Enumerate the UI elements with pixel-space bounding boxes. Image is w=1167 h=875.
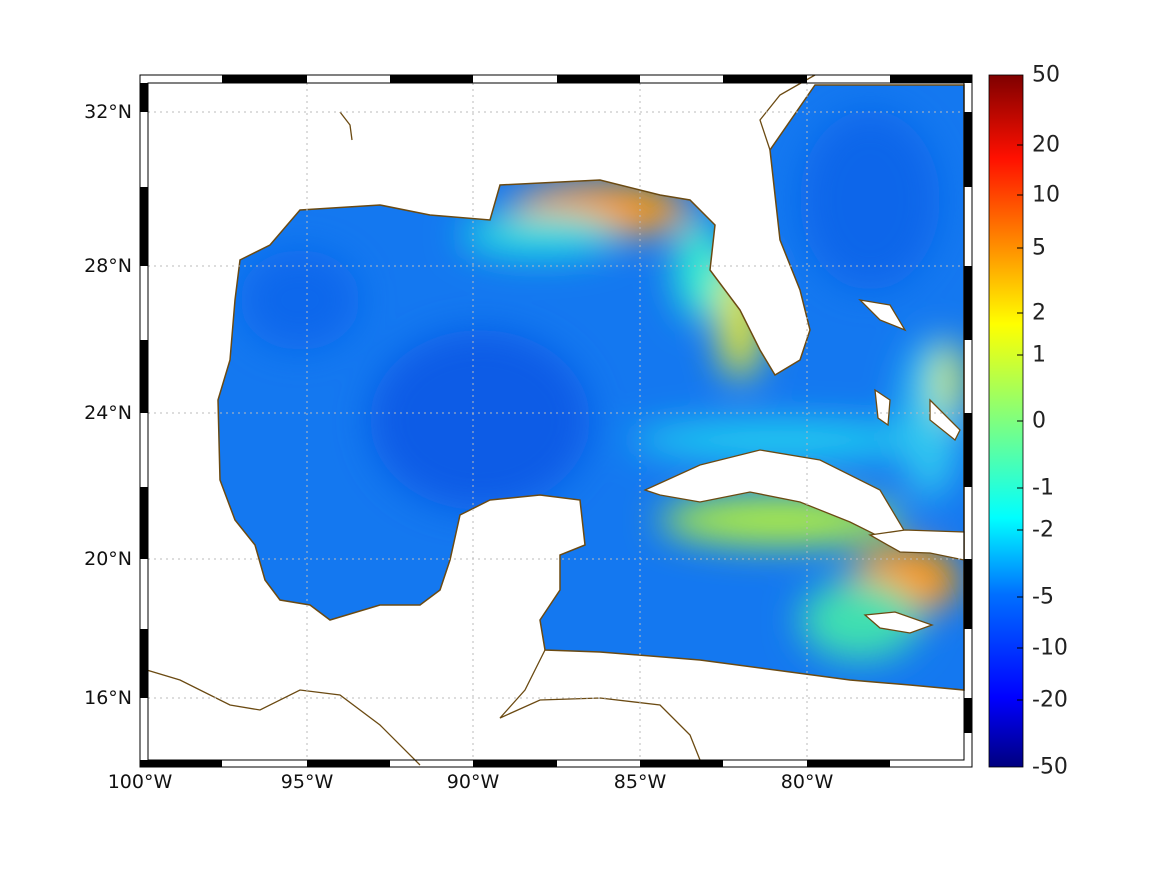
jamaica <box>863 611 934 634</box>
islands <box>643 299 965 634</box>
land-coastlines <box>139 74 816 766</box>
x-tick-label: 100°W <box>107 771 173 793</box>
y-tick-label: 20°N <box>84 548 132 570</box>
x-tick-label: 95°W <box>280 771 334 793</box>
colorbar-label: 5 <box>1032 235 1046 261</box>
x-tick-label: 80°W <box>780 771 834 793</box>
colorbar-label: 0 <box>1032 408 1046 434</box>
colorbar-label: -10 <box>1032 635 1068 661</box>
y-tick-label: 28°N <box>84 255 132 277</box>
x-tick-label: 85°W <box>613 771 667 793</box>
colorbar-label: 20 <box>1032 132 1060 158</box>
x-tick-label: 90°W <box>446 771 500 793</box>
map-frame <box>139 74 973 768</box>
colorbar-label: -5 <box>1032 584 1054 610</box>
colorbar-label: -1 <box>1032 475 1054 501</box>
bahamas <box>858 299 907 332</box>
y-tick-label: 32°N <box>84 101 132 123</box>
colorbar-label: -2 <box>1032 517 1054 543</box>
colorbar-label: 50 <box>1032 62 1060 88</box>
grid <box>148 83 964 760</box>
ocean-field <box>218 85 964 690</box>
y-tick-label: 24°N <box>84 402 132 424</box>
colorbar-label: -20 <box>1032 687 1068 713</box>
colorbar-label: 2 <box>1032 300 1046 326</box>
andros <box>874 388 891 427</box>
colorbar-label: 10 <box>1032 182 1060 208</box>
colorbar-label: 1 <box>1032 342 1046 368</box>
y-tick-label: 16°N <box>84 687 132 709</box>
colorbar-ticks <box>1017 144 1023 701</box>
colorbar-label: -50 <box>1032 754 1068 780</box>
